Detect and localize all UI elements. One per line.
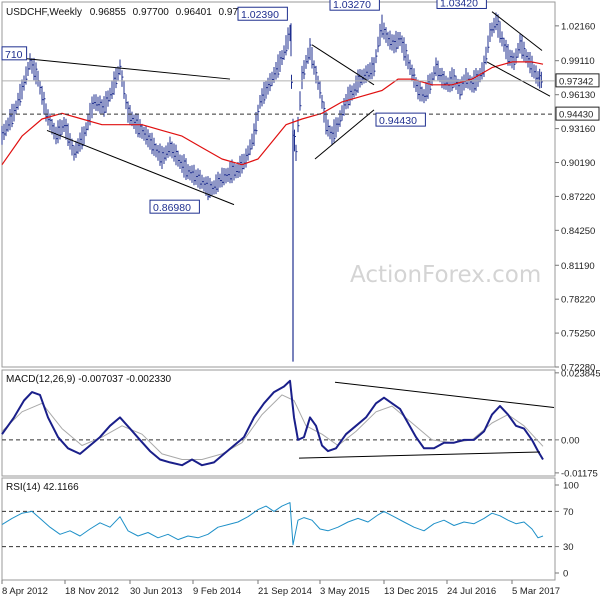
price-trendline bbox=[1, 55, 231, 80]
price-ytick-label: 0.84250 bbox=[561, 226, 595, 237]
price-annotation-label: 1.03270 bbox=[333, 0, 371, 11]
price-panel-frame bbox=[1, 1, 556, 368]
price-annotation-label: 0.86980 bbox=[153, 202, 191, 214]
ohlc-open: 0.96855 bbox=[90, 7, 127, 18]
current-price-tag-label: 0.97342 bbox=[559, 76, 593, 87]
rsi-ytick-label: 70 bbox=[563, 507, 574, 518]
xtick-label: 21 Sep 2014 bbox=[258, 586, 312, 597]
rsi-ytick-label: 100 bbox=[563, 481, 579, 492]
price-annotation-box bbox=[237, 6, 288, 21]
price-annotation-box bbox=[436, 0, 487, 9]
xtick-label: 24 Jul 2016 bbox=[447, 586, 496, 597]
price-annotation-label: 0.94430 bbox=[379, 115, 417, 127]
price-ytick-label: 0.75250 bbox=[561, 329, 595, 340]
price-annotation-box bbox=[1, 46, 28, 61]
price-ytick-label: 0.81190 bbox=[561, 261, 595, 272]
macd-header: MACD(12,26,9) -0.007037 -0.002330 bbox=[6, 374, 172, 385]
price-trendline bbox=[46, 129, 235, 206]
price-annotation-label: 710 bbox=[5, 49, 23, 61]
price-ytick-label: 0.96130 bbox=[561, 90, 595, 101]
price-ytick-label: 0.93160 bbox=[561, 124, 595, 135]
price-header: USDCHF,Weekly 0.96855 0.97700 0.96401 0.… bbox=[6, 7, 255, 18]
xtick-label: 30 Jun 2013 bbox=[130, 586, 182, 597]
rsi-header: RSI(14) 42.1166 bbox=[6, 482, 79, 493]
macd-panel-frame bbox=[1, 369, 556, 477]
rsi-line bbox=[1, 502, 544, 546]
macd-signal-line bbox=[1, 394, 544, 460]
price-annotation-box bbox=[329, 0, 380, 11]
rsi-ytick-label: 0 bbox=[563, 569, 568, 580]
ohlc-close: 0.97342 bbox=[219, 7, 256, 18]
macd-ytick-label: 0.00 bbox=[561, 435, 580, 446]
macd-layer bbox=[1, 379, 555, 467]
price-annotation-box bbox=[149, 199, 200, 214]
price-ytick-label: 0.99110 bbox=[561, 56, 595, 67]
ohlc-high: 0.97700 bbox=[133, 7, 170, 18]
macd-ytick-label: 0.023845 bbox=[561, 368, 600, 379]
support-tag-label: 0.94430 bbox=[559, 110, 593, 121]
xtick-label: 18 Nov 2012 bbox=[65, 586, 119, 597]
symbol-label: USDCHF bbox=[6, 7, 48, 18]
xtick-label: 13 Dec 2015 bbox=[384, 586, 438, 597]
ohlc-low: 0.96401 bbox=[176, 7, 213, 18]
macd-trendline bbox=[298, 451, 541, 459]
price-trendline bbox=[311, 44, 375, 86]
header-sep: , bbox=[47, 7, 50, 18]
macd-main-line bbox=[1, 379, 544, 467]
rsi-ytick-label: 30 bbox=[563, 542, 574, 553]
rsi-layer bbox=[1, 502, 555, 548]
price-ytick-label: 0.87220 bbox=[561, 192, 595, 203]
rsi-panel-frame bbox=[1, 477, 556, 581]
macd-ytick-label: -0.01175 bbox=[561, 468, 598, 479]
moving-average-line bbox=[1, 61, 544, 166]
price-annotation-box bbox=[375, 112, 426, 127]
axis-layer: 1.02160 0.99110 0.96130 0.93160 0.90190 0.872… bbox=[1, 21, 600, 597]
price-annotation-label: 1.03420 bbox=[440, 0, 478, 9]
price-trendline bbox=[486, 61, 551, 97]
xtick-label: 3 May 2015 bbox=[320, 586, 370, 597]
xtick-label: 9 Feb 2014 bbox=[193, 586, 241, 597]
price-annotation-label: 1.02390 bbox=[241, 9, 279, 21]
macd-trendline bbox=[334, 381, 555, 409]
timeframe-label: Weekly bbox=[49, 7, 82, 18]
price-trendline bbox=[314, 109, 375, 160]
price-ytick-label: 0.90190 bbox=[561, 158, 595, 169]
xtick-label: 8 Apr 2012 bbox=[2, 586, 48, 597]
price-ytick-label: 0.78220 bbox=[561, 295, 595, 306]
price-trendline bbox=[491, 11, 543, 51]
price-ytick-label: 1.02160 bbox=[561, 21, 595, 32]
support-tag bbox=[555, 106, 600, 121]
xtick-label: 5 Mar 2017 bbox=[512, 586, 560, 597]
price-ytick-label: 0.72280 bbox=[561, 363, 595, 374]
watermark: ActionForex.com bbox=[350, 262, 541, 288]
price-layer: 1.03270 1.03420 1.02390 0.86980 0.94430 710 bbox=[1, 0, 555, 362]
current-price-tag bbox=[555, 73, 600, 88]
